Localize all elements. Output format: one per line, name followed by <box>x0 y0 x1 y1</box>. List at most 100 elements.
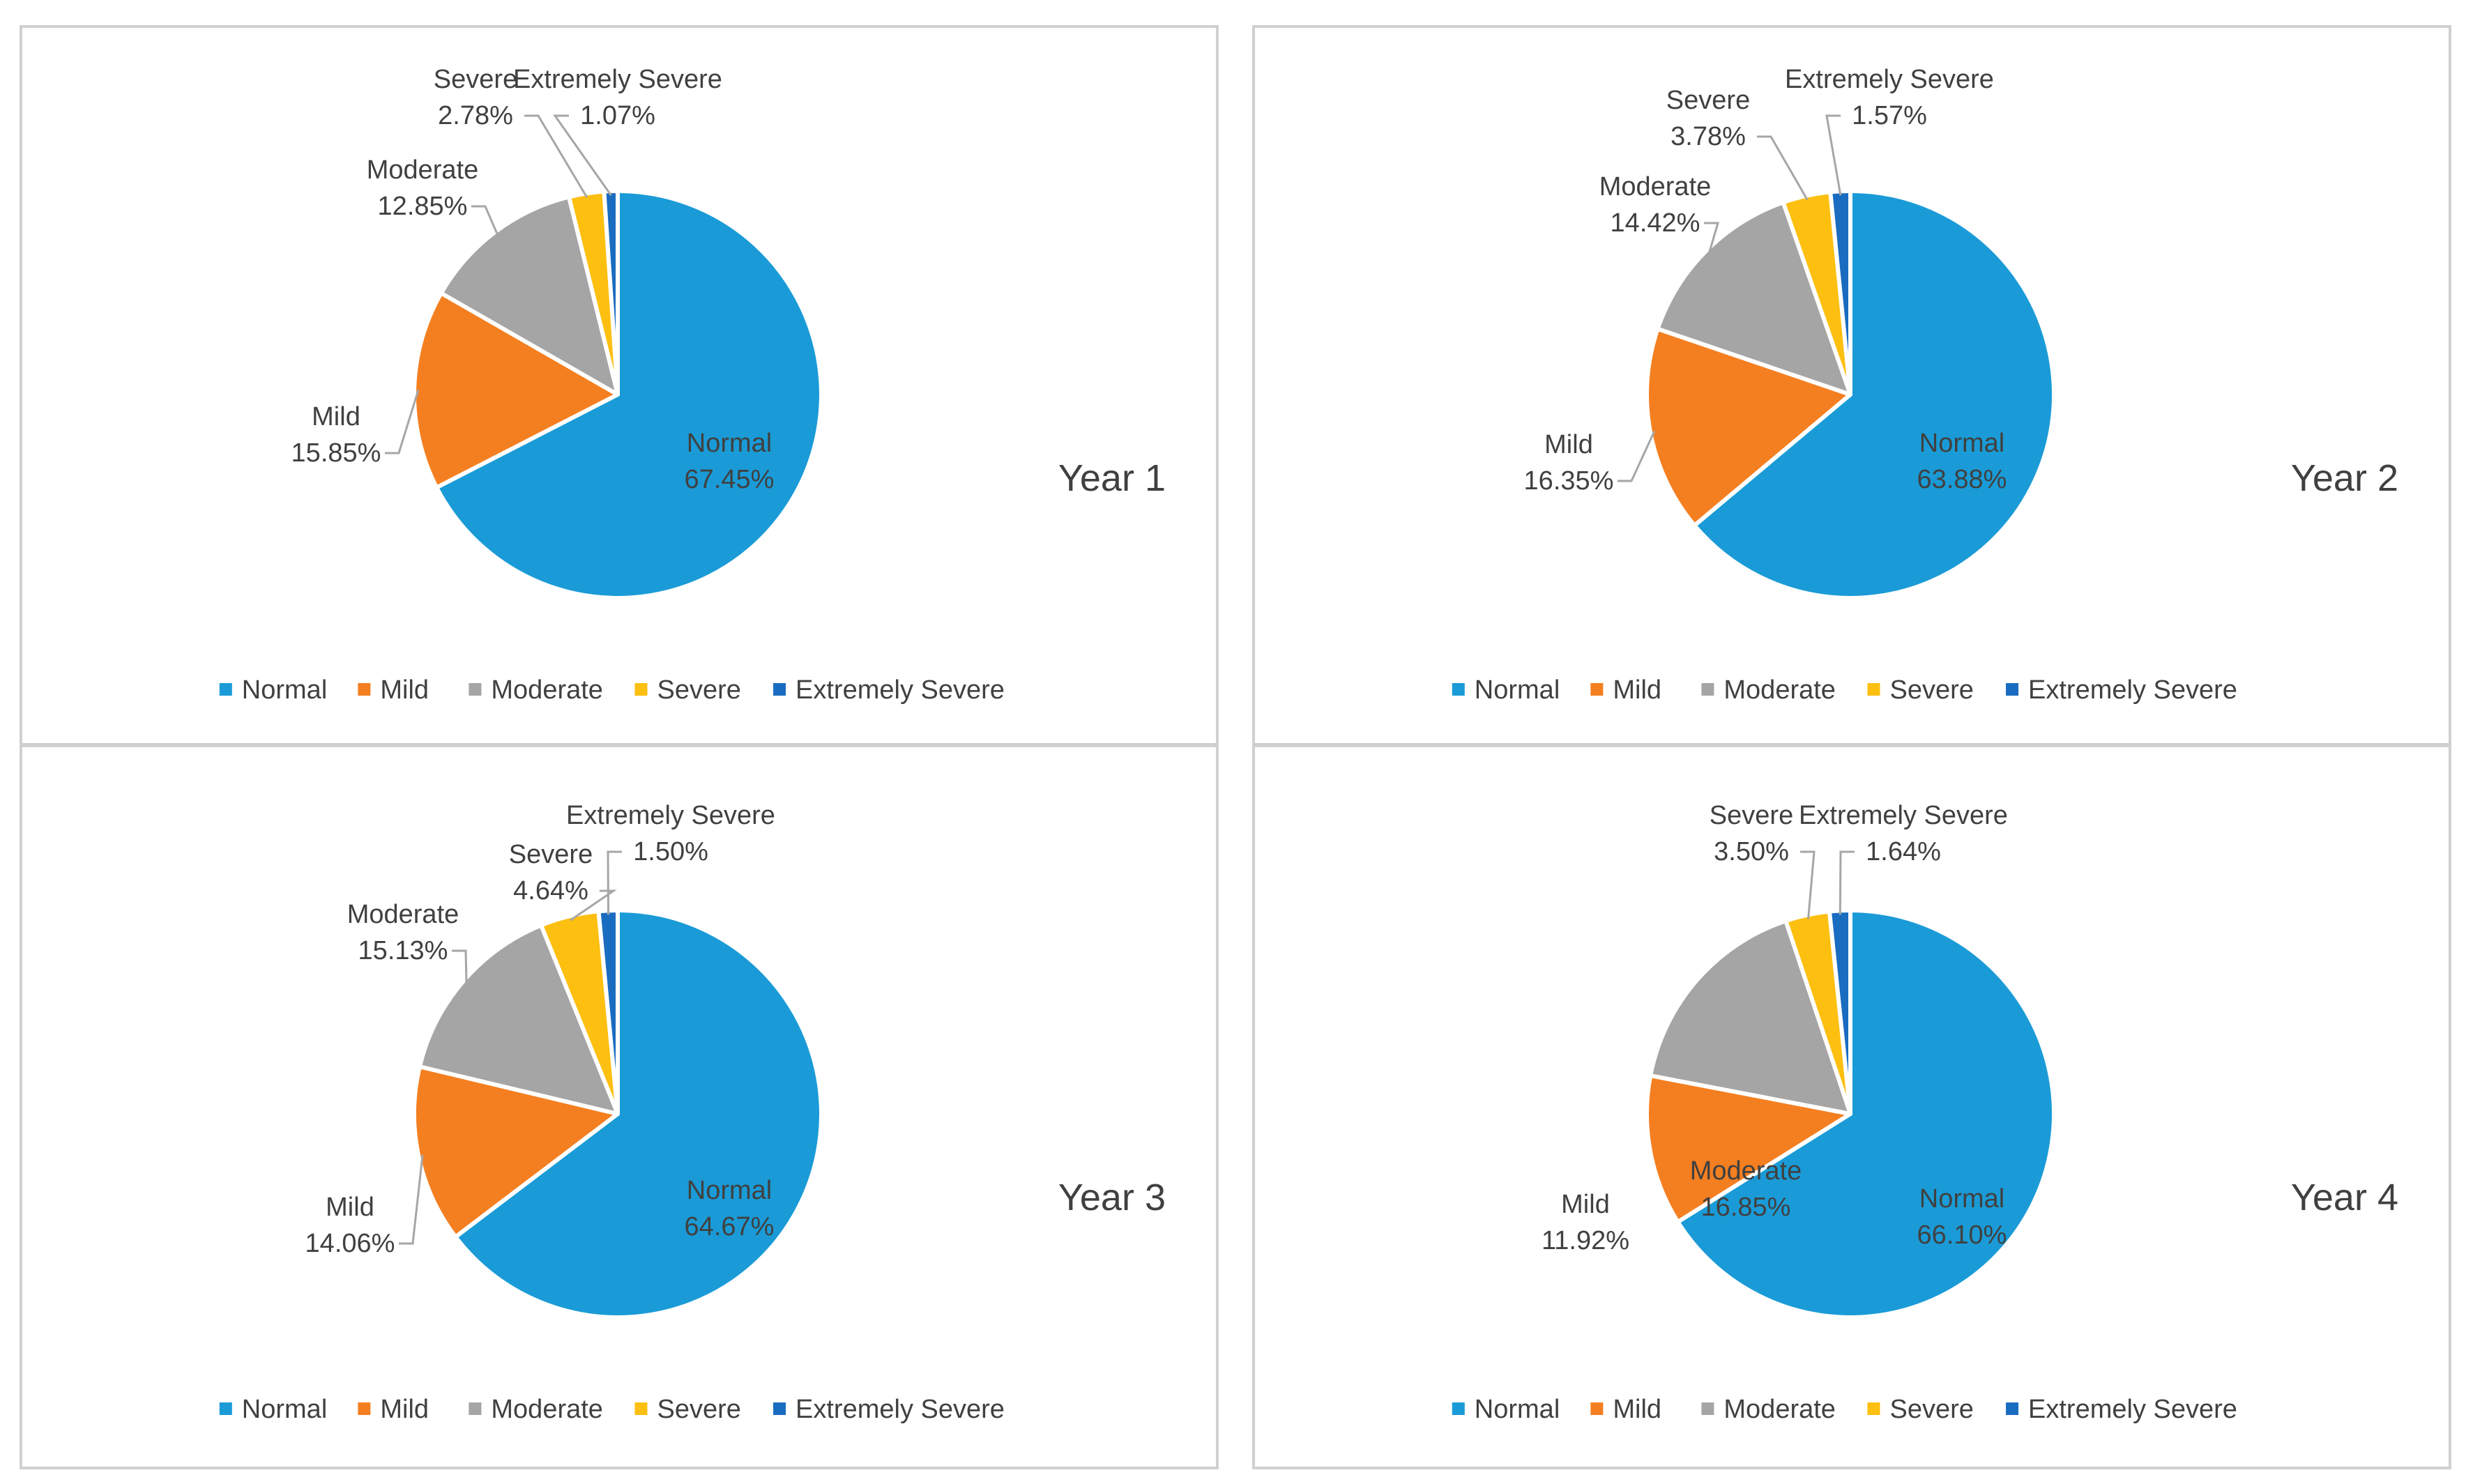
pie-slice-mild <box>412 291 620 490</box>
legend-swatch <box>358 683 371 696</box>
data-label-value: 1.64% <box>1866 837 1941 866</box>
legend-item-extremely-severe: Extremely Severe <box>773 1395 1005 1424</box>
legend-item-moderate: Moderate <box>1701 675 1836 705</box>
data-label-extremely-severe: Extremely Severe 1.64% <box>1799 801 2008 915</box>
legend-swatch <box>2006 1402 2019 1415</box>
data-label-category: Mild <box>326 1193 374 1222</box>
pie-chart-svg: Normal 63.88% Mild 16.35% Moderate 14.42% Seve… <box>1452 65 2398 705</box>
legend-label: Extremely Severe <box>2028 1395 2237 1424</box>
legend: Normal Mild Moderate Severe Extremely Severe <box>219 1395 1005 1424</box>
data-label-value: 14.42% <box>1611 208 1700 238</box>
data-label-normal: Normal 67.45% <box>685 429 775 494</box>
chart-panel-year-3: Normal 64.67% Mild 14.06% Moderate 15.13% Seve… <box>20 744 1219 1469</box>
leader-line <box>399 1154 424 1245</box>
legend-label: Mild <box>1613 1395 1661 1424</box>
data-label-category: Mild <box>312 402 360 431</box>
legend-label: Normal <box>1475 675 1560 705</box>
data-label-normal: Normal 64.67% <box>685 1176 775 1241</box>
data-label-value: 1.50% <box>633 837 708 866</box>
pie-chart-svg: Normal 66.10% Mild 11.92% Moderate 16.85% Seve… <box>1452 801 2398 1424</box>
legend-swatch <box>1590 683 1604 696</box>
legend-label: Mild <box>1613 675 1661 705</box>
leader-line <box>1757 135 1809 201</box>
data-label-normal: Normal 66.10% <box>1917 1184 2007 1250</box>
data-label-extremely-severe: Extremely Severe 1.57% <box>1785 65 1994 196</box>
data-label-extremely-severe: Extremely Severe 1.50% <box>566 801 775 915</box>
data-label-severe: Severe 4.64% <box>509 840 617 921</box>
data-label-category: Moderate <box>1599 172 1712 201</box>
legend-label: Moderate <box>1723 675 1836 705</box>
chart-panel-year-4: Normal 66.10% Mild 11.92% Moderate 16.85% Seve… <box>1252 744 2451 1469</box>
data-label-mild: Mild 14.06% <box>305 1154 424 1258</box>
chart-panel-year-1: Normal 67.45% Mild 15.85% Moderate 12.85% Seve… <box>20 25 1219 746</box>
leader-line <box>385 389 420 454</box>
legend-label: Severe <box>657 1395 740 1424</box>
legend: Normal Mild Moderate Severe Extremely Severe <box>219 675 1005 705</box>
legend-swatch <box>1452 683 1465 696</box>
legend-label: Moderate <box>491 1395 603 1424</box>
legend-label: Normal <box>1475 1395 1560 1424</box>
legend-swatch <box>634 1402 648 1415</box>
legend-item-severe: Severe <box>634 1395 741 1424</box>
leader-line <box>1800 850 1816 919</box>
data-label-moderate: Moderate 12.85% <box>367 155 499 236</box>
data-label-value: 3.78% <box>1670 122 1746 151</box>
pie-chart-svg: Normal 64.67% Mild 14.06% Moderate 15.13% Seve… <box>219 801 1166 1424</box>
legend-label: Severe <box>1889 675 1973 705</box>
legend-label: Severe <box>657 675 740 705</box>
legend-swatch <box>358 1402 371 1415</box>
data-label-normal: Normal 63.88% <box>1917 429 2007 494</box>
legend-item-normal: Normal <box>1452 1395 1560 1424</box>
legend-item-mild: Mild <box>358 1395 429 1424</box>
pie-slice-normal <box>1692 189 2056 600</box>
legend-item-mild: Mild <box>358 675 429 705</box>
data-label-category: Moderate <box>367 155 479 185</box>
data-label-mild: Mild 16.35% <box>1524 430 1656 496</box>
data-label-value: 14.06% <box>305 1229 395 1258</box>
legend-swatch <box>2006 683 2019 696</box>
data-label-value: 1.07% <box>580 101 655 130</box>
legend-label: Extremely Severe <box>796 1395 1005 1424</box>
legend-item-mild: Mild <box>1590 1395 1661 1424</box>
data-label-category: Severe <box>509 840 593 869</box>
chart-title: Year 1 <box>1058 457 1166 499</box>
pie-slice-normal <box>453 908 823 1319</box>
data-label-value: 4.64% <box>513 876 588 905</box>
leader-line <box>452 949 468 984</box>
chart-panel-year-2: Normal 63.88% Mild 16.35% Moderate 14.42% Seve… <box>1252 25 2451 746</box>
data-label-moderate: Moderate 16.85% <box>1690 1156 1802 1222</box>
leader-line <box>570 889 617 921</box>
pie-slice-mild <box>1645 1073 1852 1225</box>
legend-item-moderate: Moderate <box>469 675 603 705</box>
legend-label: Extremely Severe <box>796 675 1005 705</box>
legend-swatch <box>634 683 648 696</box>
data-label-category: Severe <box>1710 801 1793 830</box>
chart-title: Year 2 <box>2291 457 2398 499</box>
leader-line <box>524 114 588 199</box>
leader-line <box>1825 114 1842 196</box>
chart-title: Year 4 <box>2291 1177 2398 1218</box>
data-label-value: 67.45% <box>685 465 775 494</box>
legend-item-severe: Severe <box>1867 675 1974 705</box>
legend-label: Mild <box>380 675 429 705</box>
legend-item-extremely-severe: Extremely Severe <box>2006 675 2237 705</box>
data-label-value: 12.85% <box>378 192 468 221</box>
legend-label: Mild <box>380 1395 429 1424</box>
pie-slice-mild <box>412 1064 620 1239</box>
legend-item-severe: Severe <box>634 675 741 705</box>
data-label-category: Mild <box>1544 430 1593 459</box>
pie-slice-normal <box>1675 908 2056 1319</box>
data-label-value: 63.88% <box>1917 465 2007 494</box>
legend-swatch <box>1867 1402 1880 1415</box>
legend-label: Normal <box>242 675 327 705</box>
legend-swatch <box>1867 683 1880 696</box>
legend-swatch <box>773 1402 786 1415</box>
data-label-value: 1.57% <box>1852 101 1927 130</box>
legend-swatch <box>219 1402 232 1415</box>
legend-swatch <box>1452 1402 1465 1415</box>
data-label-severe: Severe 3.50% <box>1710 801 1816 919</box>
legend-item-normal: Normal <box>219 1395 327 1424</box>
data-label-mild: Mild 11.92% <box>1542 1190 1629 1255</box>
data-label-category: Normal <box>687 429 772 458</box>
